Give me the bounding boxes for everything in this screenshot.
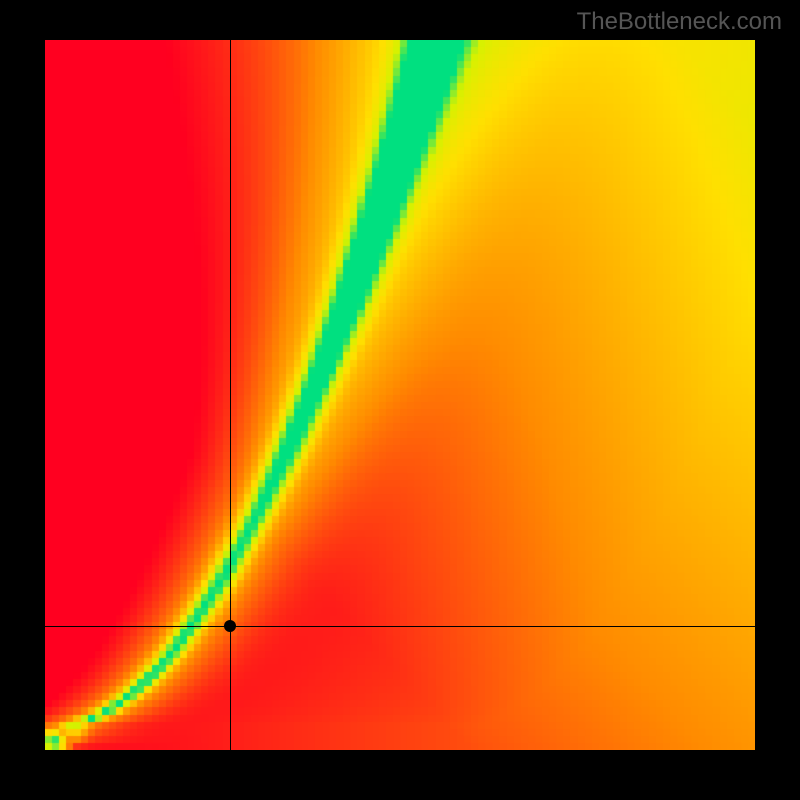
watermark: TheBottleneck.com xyxy=(577,8,782,36)
crosshair-marker xyxy=(224,620,236,632)
heatmap-plot xyxy=(45,40,755,750)
crosshair-vertical xyxy=(230,40,231,750)
heatmap-canvas xyxy=(45,40,755,750)
crosshair-horizontal xyxy=(45,626,755,627)
